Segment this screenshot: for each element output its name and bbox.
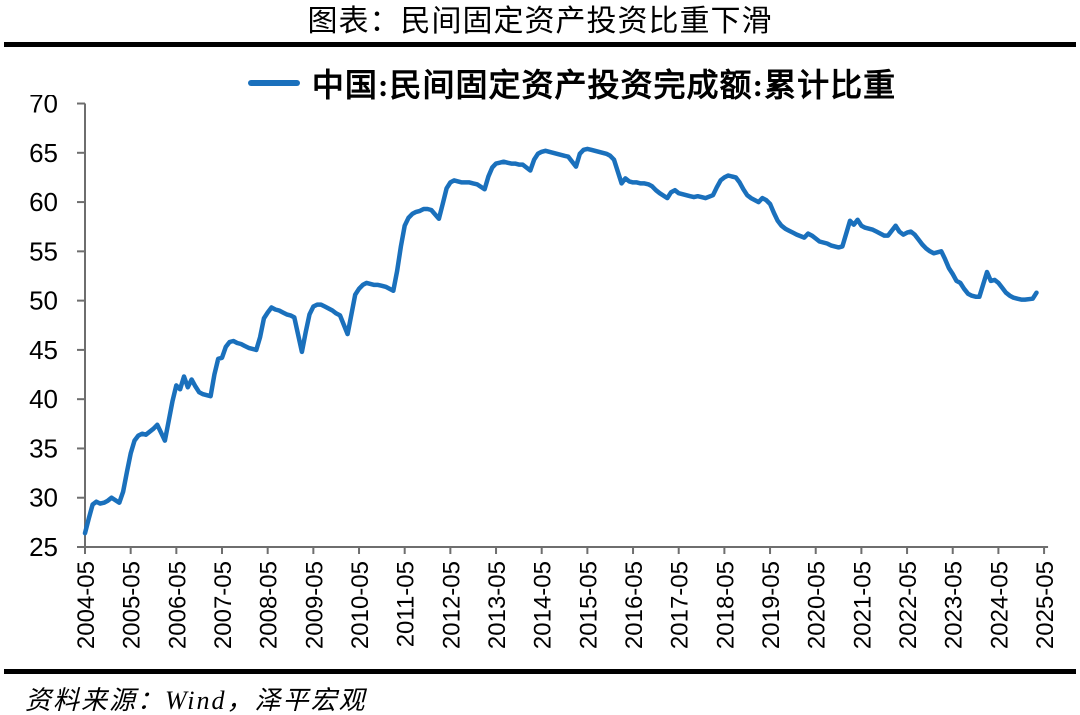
svg-text:55: 55 (29, 236, 58, 266)
svg-text:70: 70 (29, 95, 58, 119)
svg-text:2013-05: 2013-05 (484, 561, 511, 649)
svg-text:2022-05: 2022-05 (895, 561, 922, 649)
svg-text:2004-05: 2004-05 (73, 561, 100, 649)
series-line (82, 146, 1039, 536)
svg-text:2017-05: 2017-05 (667, 561, 694, 649)
line-chart-canvas: 25 30 35 40 45 50 55 60 65 70 2004-05 2005-05 2006-0… (29, 95, 1059, 649)
top-divider (4, 42, 1076, 47)
source-note: 资料来源：Wind，泽平宏观 (25, 686, 367, 715)
x-axis-labels: 2004-05 2005-05 2006-05 2007-05 2008-05 2009-… (73, 561, 1059, 649)
svg-text:2016-05: 2016-05 (621, 561, 648, 649)
svg-text:2024-05: 2024-05 (986, 561, 1013, 649)
svg-text:65: 65 (29, 138, 58, 168)
svg-text:2012-05: 2012-05 (438, 561, 465, 649)
svg-text:2006-05: 2006-05 (164, 561, 191, 649)
svg-text:2019-05: 2019-05 (758, 561, 785, 649)
svg-text:2008-05: 2008-05 (256, 561, 283, 649)
svg-text:60: 60 (29, 187, 58, 217)
legend-line-marker (247, 80, 300, 86)
legend: 中国:民间固定资产投资完成额:累计比重 (32, 60, 1080, 106)
y-axis-labels: 25 30 35 40 45 50 55 60 65 70 (29, 95, 58, 562)
svg-text:2020-05: 2020-05 (804, 561, 831, 649)
svg-text:2010-05: 2010-05 (347, 561, 374, 649)
svg-text:30: 30 (29, 483, 58, 513)
svg-text:2018-05: 2018-05 (712, 561, 739, 649)
svg-text:35: 35 (29, 433, 58, 463)
svg-text:2007-05: 2007-05 (210, 561, 237, 649)
svg-text:2021-05: 2021-05 (849, 561, 876, 649)
svg-text:25: 25 (29, 532, 58, 562)
axes (77, 102, 1049, 554)
svg-text:2011-05: 2011-05 (393, 561, 420, 647)
svg-text:2014-05: 2014-05 (530, 561, 557, 649)
svg-text:2023-05: 2023-05 (941, 561, 968, 649)
svg-text:50: 50 (29, 286, 58, 316)
svg-text:2005-05: 2005-05 (119, 561, 146, 649)
svg-text:45: 45 (29, 335, 58, 365)
svg-text:40: 40 (29, 384, 58, 414)
legend-series-label: 中国:民间固定资产投资完成额:累计比重 (311, 67, 897, 103)
svg-text:2025-05: 2025-05 (1032, 561, 1059, 649)
svg-text:2009-05: 2009-05 (301, 561, 328, 649)
chart-title: 图表：民间固定资产投资比重下滑 (307, 5, 773, 38)
bottom-divider (4, 669, 1076, 674)
svg-text:2015-05: 2015-05 (575, 561, 602, 649)
